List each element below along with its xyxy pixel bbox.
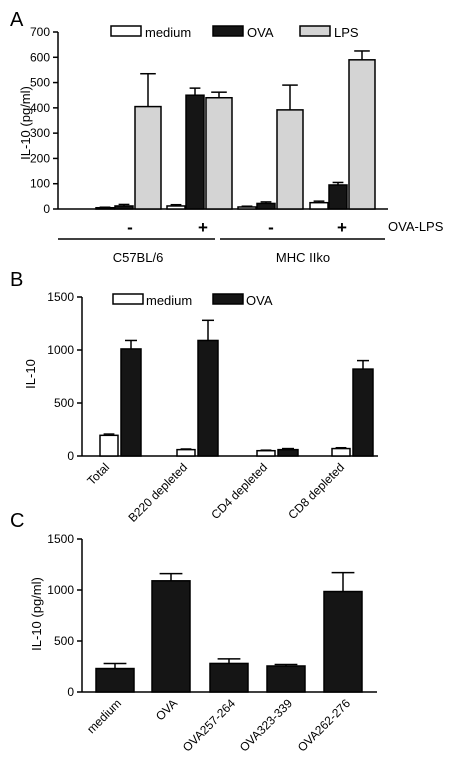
y-tick-label: 100 bbox=[30, 177, 50, 191]
legend-swatch-ova bbox=[212, 293, 244, 305]
y-tick-label: 700 bbox=[30, 25, 50, 39]
y-tick-label: 0 bbox=[67, 449, 74, 463]
category-label: B220 depleted bbox=[125, 460, 190, 525]
y-tick-label: 500 bbox=[54, 634, 74, 648]
bar-ova-3 bbox=[256, 202, 276, 210]
legend-label-ova: OVA bbox=[246, 293, 273, 308]
bar-medium-3 bbox=[237, 206, 257, 210]
panel-a-bars bbox=[95, 50, 376, 210]
bar-ova-1 bbox=[114, 205, 134, 210]
y-tick-label: 1500 bbox=[47, 290, 74, 304]
bar-2 bbox=[151, 580, 191, 693]
bar-1 bbox=[95, 667, 135, 693]
legend-label-lps: LPS bbox=[334, 25, 359, 40]
panel-b-categories: Total B220 depleted CD4 depleted CD8 deplet… bbox=[84, 460, 347, 525]
panel-c-bars bbox=[95, 571, 363, 693]
legend-label-ova: OVA bbox=[247, 25, 274, 40]
category-label: CD4 depleted bbox=[208, 460, 270, 522]
bar-4 bbox=[266, 665, 306, 693]
category-label: CD8 depleted bbox=[285, 460, 347, 522]
y-tick-label: 0 bbox=[67, 685, 74, 699]
y-tick-label: 0 bbox=[43, 202, 50, 216]
y-tick-label: 500 bbox=[30, 76, 50, 90]
y-tick-label: 400 bbox=[30, 101, 50, 115]
panel-a: A IL-10 (pg/ml) 0 100 200 300 400 500 600 700 m… bbox=[10, 9, 444, 265]
bar-ova-1 bbox=[120, 348, 142, 457]
panel-c-letter: C bbox=[10, 510, 24, 532]
legend-swatch-ova bbox=[212, 25, 244, 37]
bar-medium-2 bbox=[176, 448, 196, 457]
bar-medium-3 bbox=[256, 449, 276, 457]
category-label: OVA323-339 bbox=[237, 696, 296, 755]
bar-ova-4 bbox=[328, 184, 348, 210]
category-label: medium bbox=[84, 696, 124, 736]
category-label: OVA262-276 bbox=[295, 696, 354, 755]
legend-label-medium: medium bbox=[145, 25, 191, 40]
category-label: OVA257-264 bbox=[180, 696, 239, 755]
bar-3 bbox=[209, 662, 249, 693]
panel-b-ylabel: IL-10 bbox=[23, 359, 38, 389]
group-label-c57: C57BL/6 bbox=[113, 250, 164, 265]
y-tick-label: 600 bbox=[30, 50, 50, 64]
y-tick-label: 500 bbox=[54, 396, 74, 410]
panel-b-bars bbox=[99, 319, 374, 457]
panel-b-letter: B bbox=[10, 269, 23, 291]
bar-5 bbox=[323, 590, 363, 693]
bar-ova-2 bbox=[185, 94, 205, 210]
bar-lps-4 bbox=[348, 59, 376, 210]
y-tick-label: 200 bbox=[30, 151, 50, 165]
group-label-mhc: MHC IIko bbox=[276, 250, 330, 265]
bar-medium-1 bbox=[99, 434, 119, 457]
bar-lps-2 bbox=[205, 96, 233, 210]
y-tick-label: 1500 bbox=[47, 532, 74, 546]
panel-c-ylabel: IL-10 (pg/ml) bbox=[29, 577, 44, 651]
panel-a-legend: medium OVA LPS bbox=[110, 25, 359, 40]
bar-ova-2 bbox=[197, 339, 219, 457]
panel-a-ylabel: IL-10 (pg/ml) bbox=[18, 86, 33, 160]
panel-b-axes: 0 500 1000 1500 bbox=[47, 290, 378, 463]
panel-a-treatment-row: - + - + OVA-LPS C57BL/6 MHC IIko bbox=[58, 218, 444, 265]
legend-swatch-medium bbox=[110, 25, 142, 37]
sign-mhc-plus: + bbox=[337, 218, 347, 237]
bar-medium-4 bbox=[309, 201, 329, 210]
legend-swatch-medium bbox=[112, 293, 144, 305]
bar-lps-1 bbox=[134, 105, 162, 210]
bar-ova-3 bbox=[277, 448, 299, 457]
bar-ova-4 bbox=[352, 368, 374, 457]
y-tick-label: 300 bbox=[30, 126, 50, 140]
sign-c57-minus: - bbox=[127, 218, 133, 237]
bar-lps-3 bbox=[276, 109, 304, 210]
sign-c57-plus: + bbox=[198, 218, 208, 237]
treatment-label: OVA-LPS bbox=[388, 219, 444, 234]
category-label: OVA bbox=[153, 696, 180, 723]
sign-mhc-minus: - bbox=[268, 218, 274, 237]
y-tick-label: 1000 bbox=[47, 583, 74, 597]
panel-b: B IL-10 0 500 1000 1500 medium OVA Total B22… bbox=[10, 269, 378, 525]
legend-label-medium: medium bbox=[146, 293, 192, 308]
bar-medium-4 bbox=[331, 447, 351, 457]
legend-swatch-lps bbox=[299, 25, 331, 37]
panel-a-letter: A bbox=[10, 9, 24, 31]
panel-b-legend: medium OVA bbox=[112, 293, 273, 308]
category-label: Total bbox=[84, 460, 112, 488]
y-tick-label: 1000 bbox=[47, 343, 74, 357]
bar-medium-2 bbox=[166, 205, 186, 210]
